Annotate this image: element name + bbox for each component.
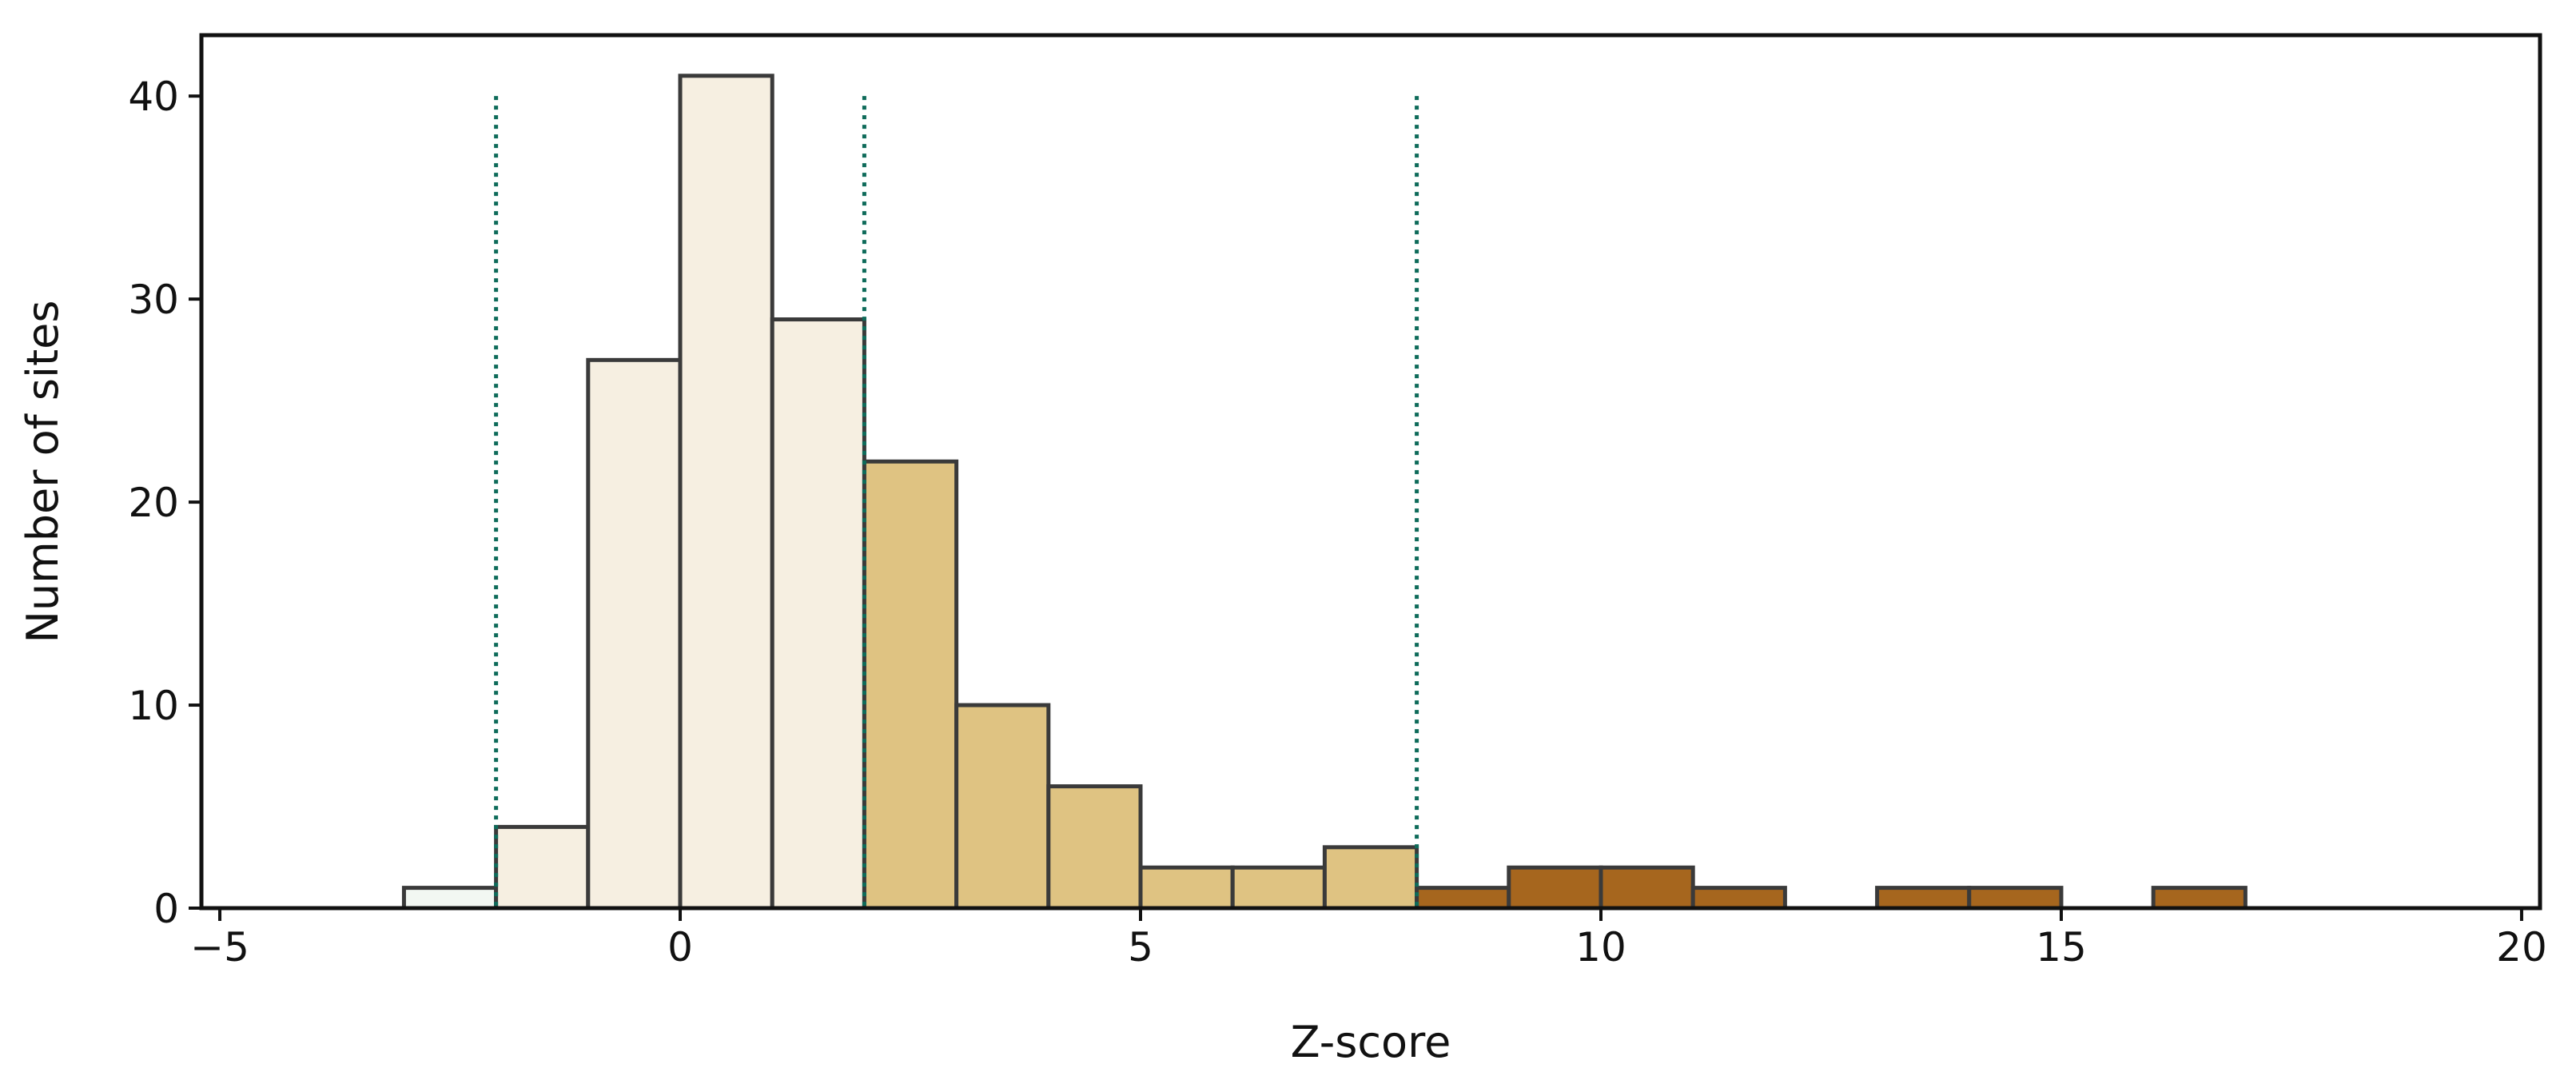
histogram-bar (954, 703, 1051, 911)
histogram-bar (1967, 886, 2064, 911)
x-tick-label: 5 (1128, 924, 1153, 970)
histogram-bar (862, 459, 959, 911)
y-tick-label: 40 (128, 74, 179, 120)
histogram-bar (401, 886, 499, 911)
histogram-bar (1507, 865, 1603, 911)
y-tick-label: 10 (128, 683, 179, 729)
y-tick-label: 0 (153, 886, 179, 932)
histogram-bar (586, 357, 683, 911)
x-tick-label: 0 (667, 924, 693, 970)
x-tick-label: 10 (1575, 924, 1626, 970)
histogram-bar (2151, 886, 2248, 911)
histogram-bar (770, 317, 866, 911)
histogram-bar (1322, 845, 1419, 911)
histogram-bar (494, 824, 591, 911)
histogram-bar (1415, 886, 1511, 911)
histogram-bar (1138, 865, 1235, 911)
threshold-lines-layer (494, 96, 1419, 908)
histogram-bar (1875, 886, 1972, 911)
x-axis-ticks: −5 0 5 10 15 20 (190, 908, 2547, 970)
y-axis-ticks: 0 10 20 30 40 (128, 74, 201, 932)
y-axis-label: Number of sites (18, 301, 68, 644)
histogram-bar (678, 74, 774, 911)
x-tick-label: 15 (2036, 924, 2087, 970)
histogram-bar (1046, 784, 1143, 911)
x-tick-label: −5 (190, 924, 249, 970)
plot-frame (199, 33, 2542, 911)
bars-layer (401, 74, 2248, 911)
histogram-bar (1599, 865, 1695, 911)
y-tick-label: 20 (128, 480, 179, 526)
histogram-bar (1690, 886, 1787, 911)
y-tick-label: 30 (128, 277, 179, 323)
x-tick-label: 20 (2496, 924, 2547, 970)
x-axis-label: Z-score (1291, 1017, 1451, 1067)
histogram-bar (1230, 865, 1327, 911)
